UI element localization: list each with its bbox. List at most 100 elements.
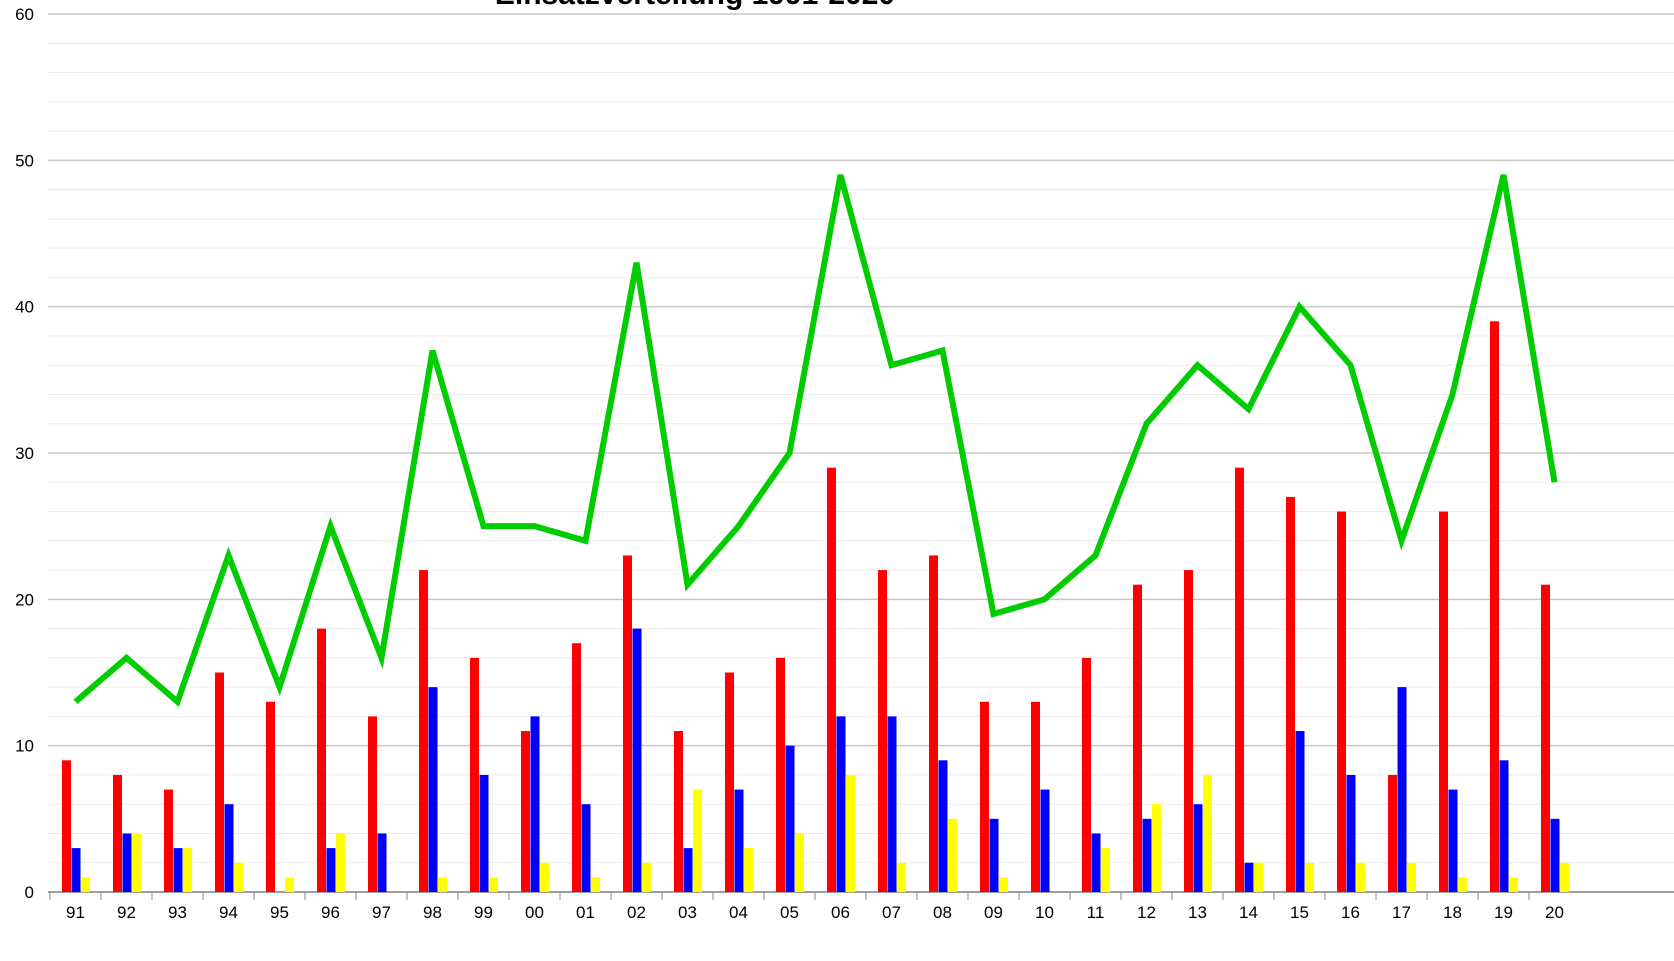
x-tick-label: 98 [423,903,442,922]
bar [693,789,702,892]
x-tick-label: 18 [1443,903,1462,922]
bar [173,848,183,892]
bar [929,555,938,892]
bar [674,731,683,892]
bar [827,467,836,892]
x-tick-label: 13 [1188,903,1207,922]
bar [948,818,957,892]
bar [989,818,999,892]
bar [776,657,785,892]
bar [285,877,294,892]
x-tick-label: 09 [984,903,1003,922]
x-tick-label: 97 [372,903,391,922]
bar [71,848,81,892]
bar [795,833,804,892]
bar [224,804,234,892]
bar [632,628,642,892]
bar [1152,804,1161,892]
bar [1082,657,1091,892]
bar [81,877,90,892]
bar [836,716,846,892]
bar [317,628,326,892]
bar [1541,584,1550,892]
bar [540,862,549,892]
bar [438,877,447,892]
y-tick-label: 0 [25,883,34,902]
bar [980,701,989,892]
bar [1499,760,1509,892]
y-tick-label: 30 [15,444,34,463]
bar [215,672,224,892]
x-tick-label: 11 [1087,903,1105,922]
bar [428,687,438,892]
bar [132,833,141,892]
bar [164,789,173,892]
x-tick-label: 96 [321,903,340,922]
x-tick-label: 17 [1392,903,1411,922]
line [73,174,1558,707]
x-tick-label: 91 [66,903,85,922]
x-tick-label: 08 [933,903,952,922]
bar [1286,496,1295,892]
bar [326,848,336,892]
bar [1254,862,1263,892]
y-tick-label: 40 [15,298,34,317]
bar [489,877,498,892]
bar [470,657,479,892]
bar [897,862,906,892]
x-tick-label: 00 [525,903,544,922]
y-tick-label: 10 [15,737,34,756]
bar [1040,789,1050,892]
y-tick-label: 20 [15,590,34,609]
bar [1142,818,1152,892]
bar [1091,833,1101,892]
bar [62,760,71,892]
bar [1337,511,1346,892]
chart-title: Einsatzverteilung 1991-2020 [495,0,895,11]
x-tick-label: 02 [627,903,646,922]
bar [336,833,345,892]
bar [1101,848,1110,892]
x-tick-label: 01 [576,903,595,922]
bar [1184,570,1193,892]
bar [999,877,1008,892]
x-tick-label: 95 [270,903,289,922]
bar [234,862,243,892]
bar [1550,818,1560,892]
x-tick-label: 99 [474,903,493,922]
x-tick-label: 12 [1137,903,1156,922]
bar [183,848,192,892]
bar [878,570,887,892]
bar [1133,584,1142,892]
x-tick-label: 10 [1035,903,1054,922]
x-tick-label: 94 [219,903,238,922]
bar [368,716,377,892]
bar [419,570,428,892]
bar [1203,774,1212,892]
bar [683,848,693,892]
bar [377,833,387,892]
bar [1560,862,1569,892]
bar [785,745,795,892]
bar [744,848,753,892]
bar [591,877,600,892]
bar [113,774,122,892]
bar [1509,877,1518,892]
bar [122,833,132,892]
y-tick-label: 50 [15,151,34,170]
bar [1244,862,1254,892]
x-tick-label: 05 [780,903,799,922]
bar [1235,467,1244,892]
bar [642,862,651,892]
bar [521,731,530,892]
bar [1458,877,1467,892]
bar [734,789,744,892]
x-tick-label: 15 [1290,903,1309,922]
bar [1388,774,1397,892]
x-tick-label: 16 [1341,903,1360,922]
bar [1407,862,1416,892]
bar [1193,804,1203,892]
bar [1346,774,1356,892]
bar [1295,731,1305,892]
